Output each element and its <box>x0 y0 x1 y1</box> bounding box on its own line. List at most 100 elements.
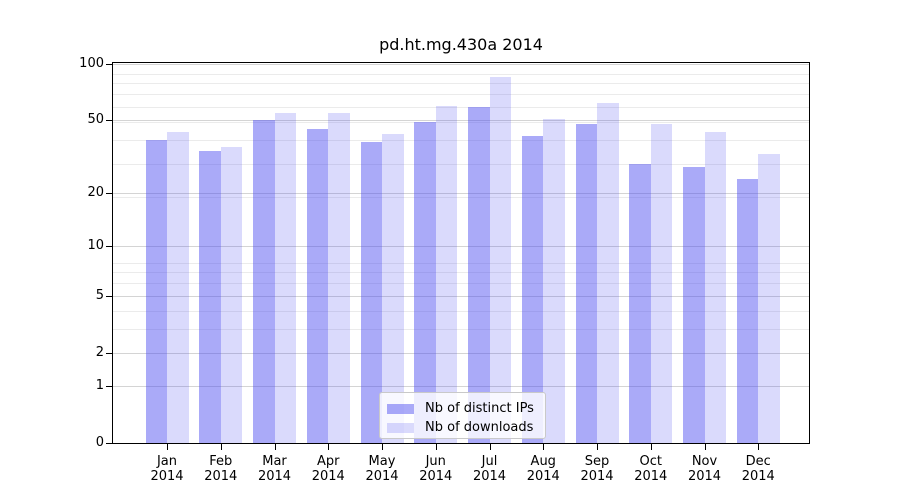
gridline-minor <box>113 283 809 285</box>
x-tick-year: 2014 <box>257 469 292 484</box>
y-tick-mark-20 <box>106 193 112 195</box>
x-tick-mark-mar-2014 <box>274 444 276 450</box>
gridline-major-1 <box>113 386 809 388</box>
y-tick-label-20: 20 <box>87 185 104 201</box>
x-tick-year: 2014 <box>687 469 722 484</box>
x-tick-label-dec-2014: Dec 2014 <box>715 454 801 484</box>
bar-nb-of-downloads-nov-2014 <box>704 132 726 443</box>
x-tick-month: Nov <box>691 454 718 469</box>
legend-label-downloads: Nb of downloads <box>425 420 534 435</box>
bar-nb-of-downloads-jul-2014 <box>489 77 511 443</box>
gridline-minor <box>113 272 809 274</box>
y-tick-mark-5 <box>106 295 112 297</box>
gridline-minor <box>113 121 809 123</box>
x-tick-label-aug-2014: Aug 2014 <box>500 454 586 484</box>
x-tick-year: 2014 <box>580 469 614 484</box>
x-tick-year: 2014 <box>150 469 184 484</box>
x-tick-mark-oct-2014 <box>650 444 652 450</box>
x-tick-mark-may-2014 <box>382 444 383 450</box>
gridline-minor <box>113 310 809 312</box>
y-tick-mark-1 <box>106 386 112 388</box>
x-tick-label-sep-2014: Sep 2014 <box>554 454 640 484</box>
bar-nb-of-downloads-dec-2014 <box>758 153 780 443</box>
x-tick-mark-jan-2014 <box>167 444 168 450</box>
x-tick-year: 2014 <box>311 469 345 484</box>
x-tick-mark-feb-2014 <box>220 444 222 450</box>
bar-nb-of-distinct-ips-apr-2014 <box>306 128 329 443</box>
x-tick-year: 2014 <box>526 469 560 484</box>
y-tick-mark-2 <box>106 352 112 354</box>
bar-nb-of-downloads-apr-2014 <box>328 112 350 443</box>
x-tick-year: 2014 <box>741 469 775 484</box>
gridline-major-5 <box>113 295 809 297</box>
legend-label-distinct-ips: Nb of distinct IPs <box>425 401 534 416</box>
bar-nb-of-distinct-ips-jan-2014 <box>145 140 167 443</box>
gridline-minor <box>113 83 809 85</box>
gridline-minor <box>113 106 809 108</box>
bar-nb-of-distinct-ips-aug-2014 <box>521 136 544 443</box>
legend-item-distinct-ips: Nb of distinct IPs <box>387 399 545 418</box>
y-tick-label-50: 50 <box>87 112 104 128</box>
y-tick-label-10: 10 <box>87 238 104 254</box>
bar-nb-of-downloads-sep-2014 <box>597 102 619 443</box>
x-tick-label-oct-2014: Oct 2014 <box>608 454 694 484</box>
bar-nb-of-downloads-jan-2014 <box>167 132 189 443</box>
x-tick-label-jun-2014: Jun 2014 <box>393 454 479 484</box>
y-tick-mark-50 <box>106 120 112 122</box>
x-tick-year: 2014 <box>634 469 668 484</box>
x-tick-label-jan-2014: Jan 2014 <box>124 454 210 484</box>
bar-nb-of-distinct-ips-mar-2014 <box>253 120 275 443</box>
y-tick-mark-0 <box>106 443 112 444</box>
x-tick-month: Mar <box>262 454 287 469</box>
bar-nb-of-downloads-jun-2014 <box>435 105 458 443</box>
x-tick-label-nov-2014: Nov 2014 <box>662 454 748 484</box>
x-tick-mark-sep-2014 <box>597 444 598 450</box>
x-tick-month: Sep <box>584 454 610 469</box>
gridline-minor <box>113 262 809 264</box>
x-tick-label-may-2014: May 2014 <box>339 454 425 484</box>
bar-nb-of-downloads-mar-2014 <box>274 112 296 443</box>
x-tick-month: Oct <box>639 454 662 469</box>
legend: Nb of distinct IPs Nb of downloads <box>379 392 546 439</box>
y-tick-label-100: 100 <box>79 56 104 72</box>
x-tick-mark-nov-2014 <box>704 444 706 450</box>
chart-title: pd.ht.mg.430a 2014 <box>379 35 543 54</box>
x-tick-month: Apr <box>317 454 340 469</box>
gridline-major-100 <box>113 64 809 66</box>
x-tick-month: Aug <box>530 454 556 469</box>
x-tick-mark-apr-2014 <box>328 444 330 450</box>
legend-swatch-downloads <box>387 422 414 433</box>
gridline-major-10 <box>113 246 809 248</box>
bar-nb-of-downloads-aug-2014 <box>543 118 565 443</box>
x-tick-month: Jun <box>425 454 446 469</box>
y-tick-label-1: 1 <box>95 378 104 394</box>
x-tick-mark-jun-2014 <box>435 444 437 450</box>
x-tick-year: 2014 <box>204 469 238 484</box>
gridline-minor <box>113 94 809 96</box>
bar-nb-of-distinct-ips-sep-2014 <box>575 123 597 443</box>
x-tick-year: 2014 <box>365 469 399 484</box>
x-tick-month: Feb <box>209 454 233 469</box>
x-tick-month: Jan <box>156 454 178 469</box>
bar-nb-of-downloads-may-2014 <box>382 134 404 443</box>
plot-area: Nb of distinct IPs Nb of downloads <box>112 62 810 444</box>
x-tick-label-apr-2014: Apr 2014 <box>285 454 371 484</box>
bar-nb-of-distinct-ips-nov-2014 <box>683 166 705 443</box>
bar-nb-of-distinct-ips-jul-2014 <box>468 106 490 443</box>
x-tick-year: 2014 <box>472 469 507 484</box>
y-tick-mark-100 <box>106 64 112 66</box>
x-tick-month: Jul <box>481 454 498 469</box>
y-tick-mark-10 <box>106 246 112 248</box>
x-tick-label-feb-2014: Feb 2014 <box>178 454 264 484</box>
x-tick-mark-jul-2014 <box>489 444 491 450</box>
gridline-major-20 <box>113 193 809 195</box>
x-tick-label-mar-2014: Mar 2014 <box>232 454 318 484</box>
gridline-minor <box>113 140 809 142</box>
gridline-minor <box>113 197 809 199</box>
bar-nb-of-distinct-ips-dec-2014 <box>736 178 759 443</box>
y-tick-label-2: 2 <box>95 344 104 360</box>
gridline-major-50 <box>113 120 809 122</box>
y-tick-label-5: 5 <box>95 287 104 303</box>
x-tick-year: 2014 <box>419 469 453 484</box>
